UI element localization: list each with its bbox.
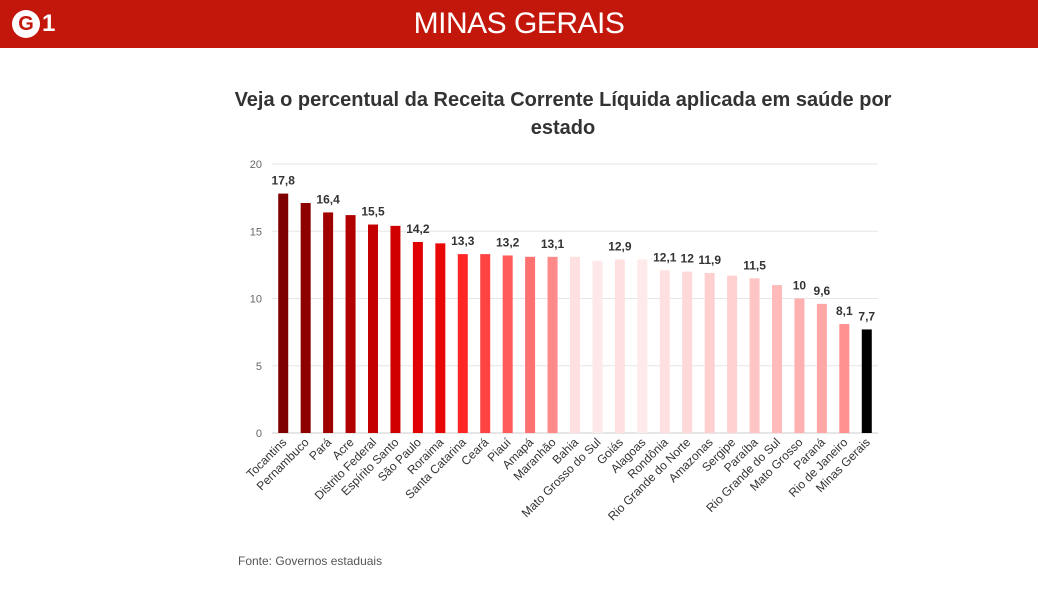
logo-mark: G [12,10,40,38]
data-label: 12 [681,252,695,266]
logo-digit: 1 [42,10,56,37]
y-tick-label: 10 [250,294,262,306]
bar [727,275,738,433]
bar [637,259,648,433]
data-label: 13,2 [496,235,520,249]
bar [704,272,715,433]
y-tick-label: 5 [256,361,262,373]
chart-title: Veja o percentual da Receita Corrente Lí… [234,89,892,139]
bar [794,298,805,433]
bar [570,256,580,433]
data-label: 7,7 [858,309,875,323]
data-label: 13,1 [541,237,565,251]
y-tick-label: 0 [256,428,262,440]
data-label: 16,4 [316,192,340,206]
data-label: 9,6 [814,284,831,298]
source-note: Fonte: Governos estaduais [238,554,383,568]
data-label: 10 [793,279,807,293]
bar [682,271,693,433]
data-label: 14,2 [406,222,430,236]
data-label: 11,9 [698,253,721,267]
bar [412,242,423,433]
bar [480,254,491,433]
y-tick-label: 20 [250,159,262,171]
bar [749,278,760,433]
bar [861,329,872,433]
bar [457,254,468,433]
bar [525,256,536,433]
bar [592,260,603,433]
bar [614,259,625,433]
bar [816,303,827,433]
bar [547,256,558,433]
bar [659,270,670,433]
section-title: MINAS GERAIS [413,7,625,40]
data-label: 12,1 [653,250,677,264]
data-label: 11,5 [743,258,766,272]
bar [772,285,782,433]
y-tick-label: 15 [250,226,262,238]
x-tick-label: Pará [306,435,334,463]
data-label: 8,1 [836,304,853,318]
bar [278,193,289,433]
data-label: 15,5 [361,205,385,219]
bar [300,203,311,433]
data-label: 17,8 [272,174,296,188]
bar [839,324,850,433]
bar [345,215,356,433]
data-label: 13,3 [451,234,475,248]
bar [435,243,446,433]
data-label: 12,9 [608,239,632,253]
bar [390,225,401,433]
bar [502,255,513,433]
bar [368,224,378,433]
bar [323,212,334,433]
